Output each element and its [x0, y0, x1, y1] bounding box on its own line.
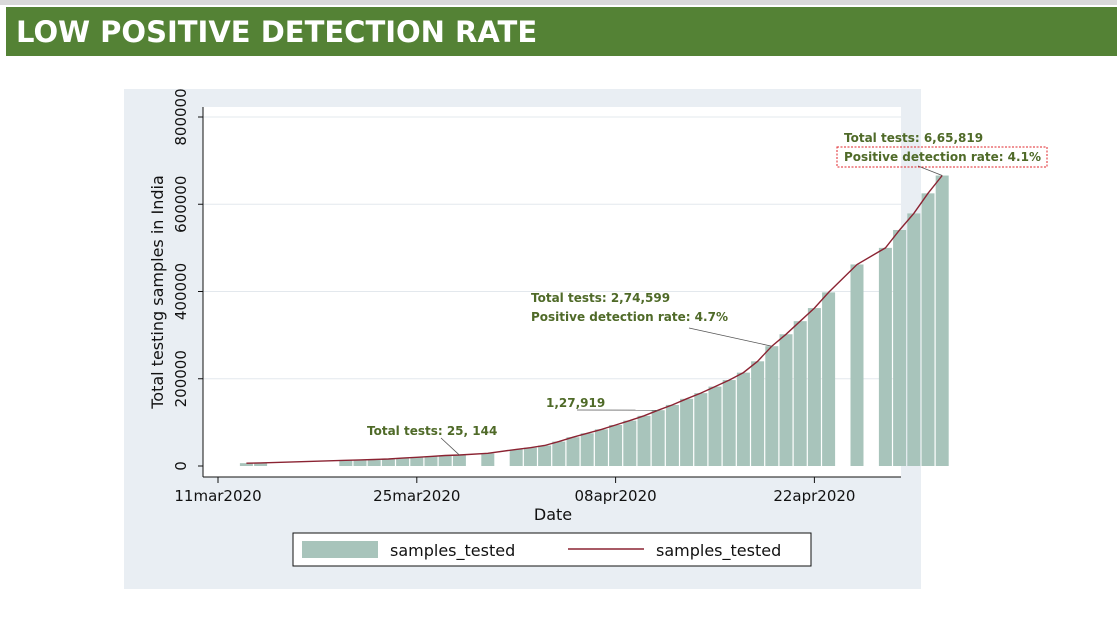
bar: [367, 459, 381, 466]
bar: [665, 404, 679, 466]
bar: [424, 456, 438, 466]
x-axis-title: Date: [534, 505, 572, 524]
annotation-leader: [917, 165, 943, 176]
x-tick-label: 22apr2020: [773, 487, 855, 505]
annotation-leader: [688, 327, 772, 347]
bar: [580, 433, 594, 466]
bar: [822, 292, 836, 466]
bar: [239, 463, 253, 466]
annotation-label: Total tests: 2,74,599: [531, 291, 670, 305]
bar: [878, 247, 892, 466]
bar: [523, 447, 537, 466]
bar: [609, 424, 623, 466]
bar: [680, 398, 694, 466]
bar: [694, 393, 708, 466]
annotation-highlight-box: [836, 146, 1048, 168]
annotation-label: 1,27,919: [546, 396, 605, 410]
legend-label: samples_tested: [390, 541, 515, 561]
y-tick-label: 0: [172, 461, 190, 471]
bar: [381, 459, 395, 466]
bar: [339, 460, 353, 466]
page-title: LOW POSITIVE DETECTION RATE: [16, 15, 538, 49]
x-tick-label: 25mar2020: [373, 487, 460, 505]
bar: [850, 264, 864, 466]
y-tick-label: 400000: [172, 263, 190, 320]
annotation-label: Positive detection rate: 4.1%: [844, 150, 1041, 164]
bar: [353, 459, 367, 466]
bar: [254, 462, 268, 466]
bar: [651, 410, 665, 466]
bar: [623, 420, 637, 466]
bar: [921, 193, 935, 466]
line-series: [246, 175, 943, 464]
bar: [765, 346, 779, 466]
legend-box: [292, 532, 812, 567]
y-tick-label: 800000: [172, 88, 190, 145]
bar: [722, 380, 736, 466]
annotations: Total tests: 25, 144 1,27,919 Total tests:…: [367, 131, 1048, 456]
bar: [438, 455, 452, 466]
annotation-label: Total tests: 6,65,819: [844, 131, 983, 145]
legend-bar-swatch: [302, 541, 378, 558]
bar: [935, 175, 949, 466]
bar: [410, 457, 424, 466]
bar: [594, 429, 608, 466]
bar: [708, 386, 722, 466]
x-tick-label: 11mar2020: [174, 487, 261, 505]
bar: [452, 455, 466, 466]
y-axis-title: Total testing samples in India: [148, 175, 167, 410]
bar: [736, 372, 750, 466]
bar: [751, 361, 765, 466]
legend-label: samples_tested: [656, 541, 781, 561]
series-line: [246, 175, 943, 464]
bar: [481, 453, 495, 466]
bar: [509, 449, 523, 466]
title-banner: LOW POSITIVE DETECTION RATE: [6, 7, 1117, 56]
bar: [779, 334, 793, 466]
y-tick-label: 600000: [172, 176, 190, 233]
bar: [552, 441, 566, 466]
bar: [807, 308, 821, 466]
bar: [793, 321, 807, 466]
bar: [566, 437, 580, 466]
annotation-leader: [440, 437, 460, 456]
bar: [893, 229, 907, 466]
bar: [637, 415, 651, 466]
annotation-label: Positive detection rate: 4.7%: [531, 310, 728, 324]
annotation-label: Total tests: 25, 144: [367, 424, 497, 438]
x-tick-label: 08apr2020: [575, 487, 657, 505]
axes: 0 200000 400000 600000 800000 11mar2020 25mar2…: [148, 88, 901, 524]
bar: [396, 458, 410, 466]
top-border: [0, 0, 1117, 5]
bar: [538, 445, 552, 466]
bar-series: [239, 175, 949, 466]
y-tick-label: 200000: [172, 350, 190, 407]
bar: [907, 213, 921, 466]
legend: samples_tested samples_tested: [292, 532, 812, 567]
